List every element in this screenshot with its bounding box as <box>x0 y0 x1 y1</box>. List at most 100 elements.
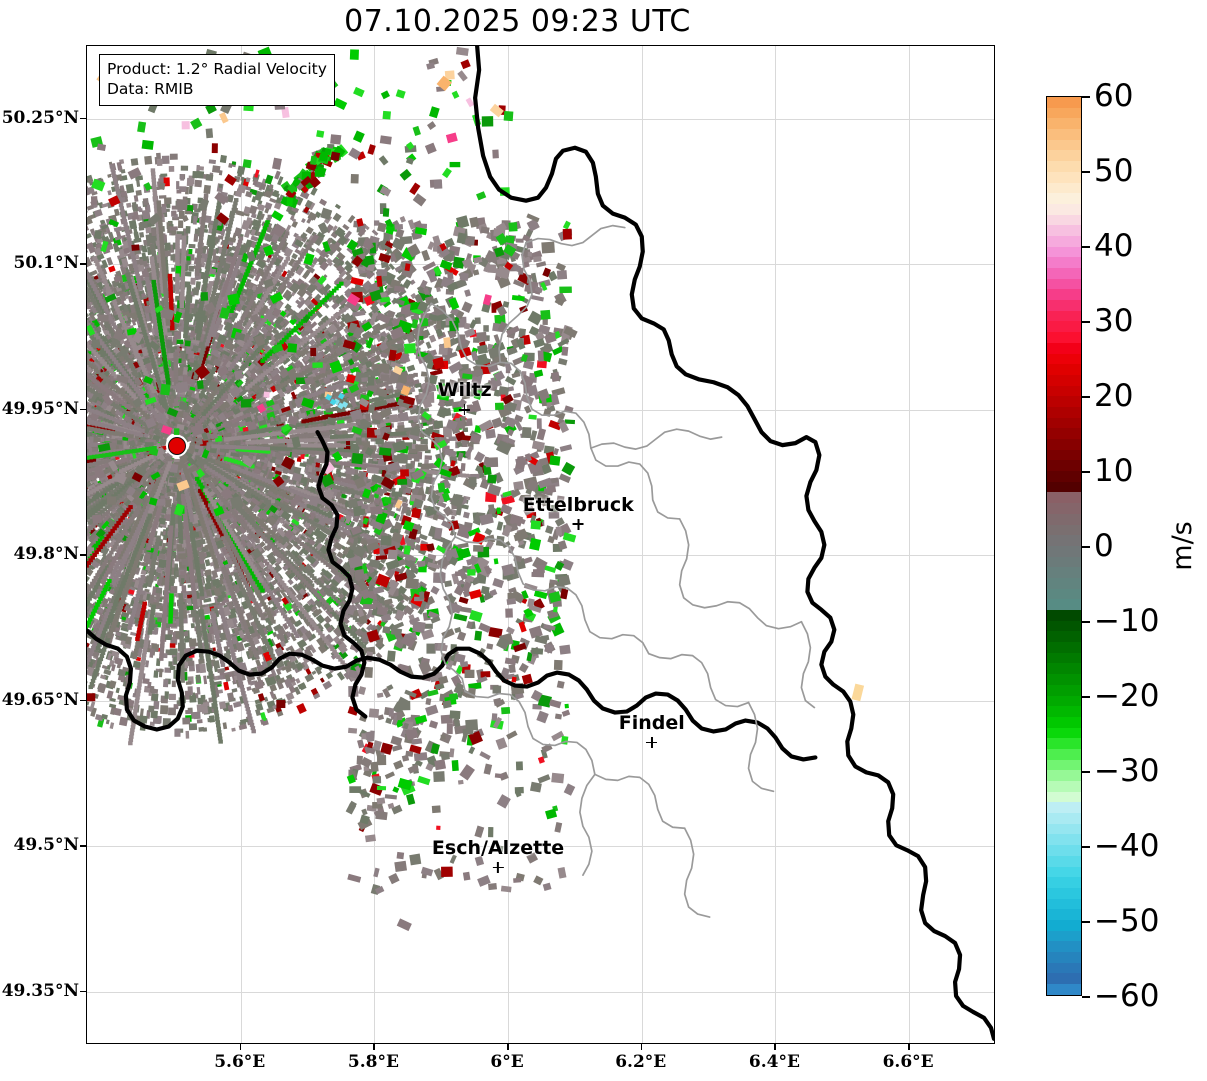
colorbar-band <box>1047 225 1081 236</box>
colorbar-band <box>1047 759 1081 771</box>
y-tick-mark <box>80 408 86 411</box>
city-name: Ettelbruck <box>522 493 634 516</box>
colorbar-band <box>1047 235 1081 247</box>
colorbar-tick-label: −10 <box>1094 603 1160 639</box>
y-tick-mark <box>80 263 86 265</box>
colorbar-band <box>1047 492 1081 504</box>
colorbar-tick-mark <box>1082 246 1090 248</box>
colorbar-band <box>1047 652 1081 664</box>
colorbar-band <box>1047 695 1081 707</box>
city-label-wiltz: Wiltz <box>438 379 492 416</box>
colorbar-band <box>1047 332 1081 343</box>
colorbar-band <box>1047 449 1081 461</box>
colorbar-tick-label: 30 <box>1094 303 1134 339</box>
colorbar-tick-mark <box>1082 921 1090 923</box>
y-tick-label: 49.5°N <box>13 835 79 856</box>
colorbar-band <box>1047 684 1081 696</box>
colorbar-band <box>1047 278 1081 290</box>
colorbar-band <box>1047 524 1081 536</box>
page-title: 07.10.2025 09:23 UTC <box>344 4 691 39</box>
colorbar-band <box>1047 321 1081 333</box>
colorbar-band <box>1047 909 1081 920</box>
colorbar-tick-label: −30 <box>1094 753 1160 789</box>
colorbar-band <box>1047 182 1081 194</box>
y-tick-mark <box>80 845 86 847</box>
colorbar-band <box>1047 748 1081 760</box>
colorbar-tick-label: 60 <box>1094 78 1134 114</box>
colorbar-band <box>1047 342 1081 354</box>
colorbar-band <box>1047 374 1081 386</box>
colorbar-band <box>1047 642 1081 653</box>
colorbar-band <box>1047 556 1081 568</box>
colorbar-band <box>1047 471 1081 482</box>
x-tick-label: 6.2°E <box>615 1052 667 1072</box>
colorbar-band <box>1047 257 1081 268</box>
radar-map-plot[interactable]: Wiltz Ettelbruck Findel Esch/Alzette Produc… <box>86 45 995 1044</box>
colorbar-band <box>1047 984 1081 995</box>
colorbar-band <box>1047 289 1081 301</box>
colorbar-band <box>1047 738 1081 749</box>
y-tick-label: 49.8°N <box>13 544 79 565</box>
colorbar-tick-label: −40 <box>1094 828 1160 864</box>
colorbar-band <box>1047 246 1081 258</box>
colorbar-band <box>1047 599 1081 610</box>
colorbar-band <box>1047 310 1081 322</box>
colorbar-tick-label: 40 <box>1094 228 1134 264</box>
colorbar-band <box>1047 118 1081 130</box>
x-tick-mark <box>373 1044 375 1050</box>
city-cross-icon <box>572 518 584 530</box>
colorbar-band <box>1047 97 1081 108</box>
radar-site-dot <box>168 436 187 455</box>
colorbar-band <box>1047 545 1081 557</box>
colorbar-tick-label: 50 <box>1094 153 1134 189</box>
colorbar-band <box>1047 406 1081 418</box>
colorbar-band <box>1047 941 1081 952</box>
x-tick-mark <box>908 1044 910 1050</box>
colorbar-band <box>1047 107 1081 119</box>
colorbar-tick-mark <box>1082 546 1090 548</box>
colorbar-band <box>1047 203 1081 215</box>
colorbar-tick-label: 10 <box>1094 453 1134 489</box>
y-tick-label: 49.95°N <box>1 398 79 419</box>
colorbar-band <box>1047 428 1081 439</box>
colorbar-band <box>1047 663 1081 675</box>
colorbar-band <box>1047 417 1081 429</box>
y-tick-mark <box>80 554 86 556</box>
colorbar-band <box>1047 567 1081 578</box>
colorbar-band <box>1047 834 1081 846</box>
y-tick-label: 50.1°N <box>13 253 79 274</box>
x-tick-label: 6.6°E <box>882 1052 934 1072</box>
colorbar-band <box>1047 150 1081 162</box>
colorbar-band <box>1047 460 1081 472</box>
colorbar-tick-mark <box>1082 96 1090 98</box>
colorbar-band <box>1047 930 1081 942</box>
colorbar-band <box>1047 214 1081 226</box>
colorbar-tick-label: −60 <box>1094 978 1160 1014</box>
colorbar-tick-mark <box>1082 621 1090 623</box>
colorbar-tick-mark <box>1082 996 1090 998</box>
colorbar-band <box>1047 781 1081 792</box>
city-name: Esch/Alzette <box>431 837 565 860</box>
city-cross-icon <box>646 736 658 748</box>
colorbar-band <box>1047 577 1081 589</box>
colorbar-tick-mark <box>1082 396 1090 398</box>
colorbar-tick-mark <box>1082 321 1090 323</box>
colorbar-band <box>1047 802 1081 814</box>
colorbar-band <box>1047 706 1081 717</box>
colorbar-band <box>1047 588 1081 600</box>
colorbar-band <box>1047 716 1081 728</box>
colorbar[interactable] <box>1046 96 1082 996</box>
colorbar-band <box>1047 385 1081 397</box>
colorbar-tick-mark <box>1082 471 1090 473</box>
x-tick-mark <box>640 1044 643 1050</box>
y-tick-label: 49.65°N <box>1 689 79 710</box>
colorbar-band <box>1047 353 1081 365</box>
colorbar-band <box>1047 631 1081 643</box>
colorbar-band <box>1047 161 1081 172</box>
colorbar-band <box>1047 503 1081 514</box>
info-product-line: Product: 1.2° Radial Velocity <box>107 60 327 78</box>
city-name: Findel <box>618 711 685 734</box>
city-cross-icon <box>459 404 471 416</box>
colorbar-tick-label: −50 <box>1094 903 1160 939</box>
city-label-findel: Findel <box>619 712 685 748</box>
